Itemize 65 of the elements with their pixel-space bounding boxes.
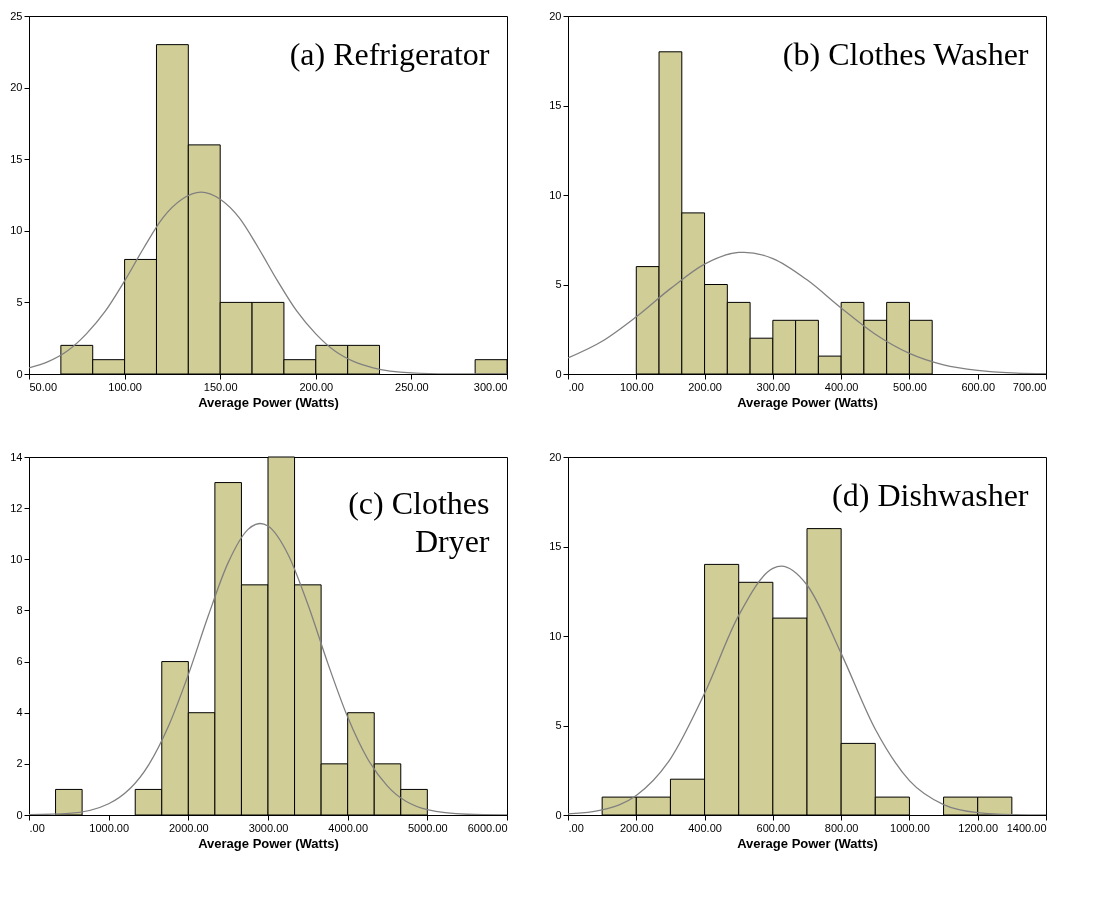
line-series	[568, 251, 1046, 374]
y-tick-label: 10	[549, 188, 562, 201]
y-tick-label: 25	[10, 9, 23, 22]
x-tick-label: 4000.00	[328, 821, 369, 834]
y-tick-label: 14	[10, 450, 23, 463]
text: (c) Clothes Dryer	[348, 485, 490, 559]
y-tick-label: 6	[16, 655, 23, 668]
line-series	[568, 565, 1046, 815]
y-tick-label: 20	[549, 450, 562, 463]
y-tick-label: 10	[10, 552, 23, 565]
x-axis-title: Average Power (Watts)	[198, 394, 339, 410]
x-tick-label: .00	[29, 821, 45, 834]
x-tick-label: 600.00	[756, 821, 791, 834]
y-tick-label: 0	[555, 808, 562, 821]
y-tick-label: 15	[549, 99, 562, 111]
y-tick-label: 20	[549, 9, 562, 22]
y-tick-label: 2	[16, 757, 23, 770]
x-tick-label: 5000.00	[407, 821, 448, 834]
x-tick-label: 400.00	[824, 380, 859, 393]
line-series	[29, 522, 507, 815]
y-tick-label: 8	[16, 603, 23, 616]
x-axis-title: Average Power (Watts)	[737, 835, 878, 851]
y-tick-label: 15	[10, 152, 23, 165]
y-tick-label: 20	[10, 81, 23, 94]
x-tick-label: 6000.00	[467, 821, 508, 834]
x-tick-label: 200.00	[619, 821, 654, 834]
x-tick-label: 200.00	[299, 380, 334, 393]
y-tick-label: 5	[555, 719, 562, 731]
y-tick-label: 5	[555, 278, 562, 290]
y-tick-label: 5	[16, 295, 23, 308]
x-tick-label: 250.00	[395, 380, 429, 393]
x-tick-label: 600.00	[961, 380, 996, 393]
x-tick-label: .00	[568, 380, 584, 393]
x-tick-label: 150.00	[203, 380, 238, 393]
y-tick-label: 4	[16, 706, 23, 719]
y-tick-label: 15	[549, 540, 562, 552]
x-tick-label: 300.00	[473, 380, 508, 393]
x-tick-label: 3000.00	[248, 821, 289, 834]
x-tick-label: 700.00	[1012, 380, 1047, 393]
x-tick-label: 1000.00	[890, 821, 930, 834]
y-tick-label: 0	[16, 367, 23, 380]
x-tick-label: 1200.00	[958, 821, 999, 834]
y-tick-label: 10	[549, 629, 562, 642]
x-tick-label: .00	[568, 821, 584, 834]
y-tick-label: 0	[16, 808, 23, 821]
x-tick-label: 1000.00	[89, 821, 130, 834]
x-tick-label: 800.00	[824, 821, 859, 834]
x-tick-label: 200.00	[688, 380, 722, 393]
text: (a) Refrigerator	[289, 36, 490, 72]
x-tick-label: 100.00	[108, 380, 142, 393]
x-tick-label: 300.00	[756, 380, 791, 393]
y-tick-label: 10	[10, 224, 23, 237]
x-tick-label: 50.00	[29, 380, 58, 393]
y-tick-label: 0	[555, 367, 562, 380]
text: (d) Dishwasher	[832, 477, 1029, 513]
y-tick-label: 12	[10, 501, 23, 514]
text: (b) Clothes Washer	[782, 36, 1029, 72]
line-series	[29, 191, 507, 374]
x-tick-label: 2000.00	[168, 821, 209, 834]
x-tick-label: 400.00	[688, 821, 722, 834]
x-tick-label: 500.00	[893, 380, 927, 393]
x-axis-title: Average Power (Watts)	[198, 835, 339, 851]
x-tick-label: 100.00	[619, 380, 654, 393]
x-tick-label: 1400.00	[1006, 821, 1047, 834]
x-axis-title: Average Power (Watts)	[737, 394, 878, 410]
